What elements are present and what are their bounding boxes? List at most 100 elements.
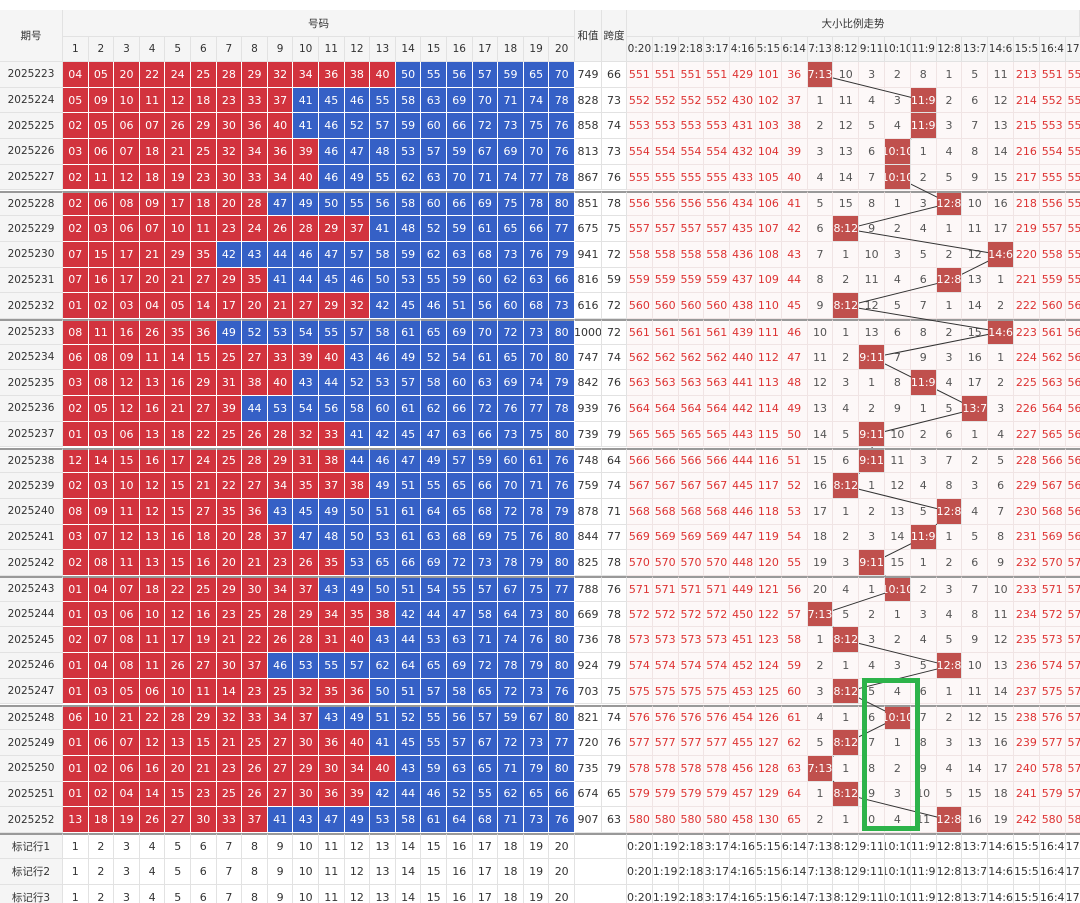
ratio-hit: 11:9: [910, 113, 937, 140]
number-cell: 42: [370, 781, 396, 808]
number-cell: 49: [395, 344, 422, 371]
number-column-header: 10: [293, 37, 319, 62]
number-cell: 74: [498, 164, 524, 191]
miss-count: 556: [1039, 190, 1066, 217]
miss-count: 566: [1065, 447, 1080, 474]
miss-count: 558: [704, 241, 731, 268]
miss-count: 570: [627, 550, 653, 576]
number-cell: 04: [88, 576, 115, 602]
miss-count: 552: [652, 87, 679, 114]
footer-number: 9: [267, 859, 294, 885]
number-cell: 76: [549, 473, 575, 499]
span-cell: 73: [602, 87, 627, 114]
miss-count: 121: [756, 576, 782, 602]
span-cell: 76: [602, 396, 627, 422]
miss-count: 565: [704, 421, 731, 448]
miss-count: 551: [627, 62, 653, 88]
footer-ratio: 4:16: [730, 833, 756, 859]
miss-count: 59: [781, 653, 808, 679]
footer-ratio: 11:9: [910, 859, 937, 885]
number-column-header: 3: [114, 37, 140, 62]
number-cell: 12: [139, 473, 166, 499]
span-cell: 72: [602, 241, 627, 268]
number-cell: 77: [523, 396, 550, 422]
number-cell: 16: [165, 370, 191, 397]
miss-count: 5: [910, 653, 937, 679]
sum-cell: 788: [575, 576, 602, 602]
footer-ratio: 17:3: [1065, 833, 1080, 859]
span-cell: 74: [602, 704, 627, 731]
footer-ratio: 12:8: [937, 885, 963, 903]
footer-ratio: 6:14: [781, 859, 808, 885]
number-cell: 75: [523, 576, 550, 602]
number-cell: 27: [191, 653, 217, 679]
miss-count: 6: [859, 139, 885, 165]
miss-count: 579: [1039, 781, 1066, 808]
ratio-hit: 12:8: [936, 190, 963, 217]
miss-count: 10: [833, 62, 860, 88]
number-cell: 56: [472, 293, 499, 319]
sum-cell: 844: [575, 524, 602, 551]
number-cell: 34: [293, 62, 319, 88]
number-cell: 02: [88, 755, 115, 782]
number-cell: 35: [191, 241, 217, 268]
miss-count: 1: [988, 344, 1014, 371]
number-cell: 46: [319, 139, 345, 165]
number-cell: 22: [216, 473, 243, 499]
number-cell: 15: [165, 473, 191, 499]
miss-count: 9: [885, 396, 911, 422]
miss-count: 19: [807, 550, 834, 576]
number-cell: 46: [370, 447, 396, 474]
miss-count: 3: [936, 113, 963, 140]
miss-count: 3: [885, 653, 911, 679]
miss-count: 568: [1039, 498, 1066, 525]
number-cell: 60: [421, 113, 447, 140]
number-cell: 27: [293, 293, 319, 319]
miss-count: 563: [678, 370, 705, 397]
number-cell: 12: [63, 447, 89, 474]
footer-number: 15: [421, 885, 447, 903]
miss-count: 114: [756, 396, 782, 422]
miss-count: 4: [936, 370, 963, 397]
issue-cell: 2025246: [0, 653, 63, 679]
number-cell: 39: [293, 344, 319, 371]
miss-count: 10: [962, 653, 989, 679]
miss-count: 575: [652, 678, 679, 705]
number-cell: 44: [421, 601, 447, 628]
miss-count: 115: [756, 421, 782, 448]
footer-ratio: 0:20: [627, 885, 653, 903]
miss-count: 1: [936, 524, 963, 551]
miss-count: 576: [1039, 704, 1066, 731]
ratio-hit: 14:6: [988, 241, 1014, 268]
number-cell: 38: [344, 62, 371, 88]
number-cell: 71: [498, 755, 524, 782]
number-cell: 43: [395, 755, 422, 782]
miss-count: 561: [627, 319, 653, 345]
number-cell: 59: [447, 267, 473, 294]
number-cell: 28: [293, 216, 319, 242]
number-cell: 69: [472, 524, 499, 551]
number-cell: 69: [447, 653, 473, 679]
ratio-hit: 8:12: [833, 293, 860, 319]
ratio-hit: 13:7: [962, 396, 989, 422]
number-cell: 10: [114, 87, 140, 114]
miss-count: 570: [652, 550, 679, 576]
footer-ratio: 16:4: [1039, 833, 1066, 859]
ratio-column-header: 0:20: [627, 37, 653, 62]
ratio-hit: 11:9: [910, 524, 937, 551]
number-cell: 75: [523, 421, 550, 448]
miss-count: 11: [859, 267, 885, 294]
number-cell: 19: [165, 164, 191, 191]
sum-cell: 941: [575, 241, 602, 268]
footer-ratio: 17:3: [1066, 885, 1080, 903]
ratio-column-header: 4:16: [730, 37, 756, 62]
footer-number: 1: [63, 859, 89, 885]
number-cell: 25: [216, 781, 243, 808]
number-cell: 10: [88, 704, 115, 731]
number-cell: 35: [293, 473, 319, 499]
footer-ratio: 13:7: [962, 885, 989, 903]
miss-count: 129: [756, 781, 782, 808]
miss-count: 572: [678, 601, 705, 628]
issue-cell: 2025231: [0, 267, 63, 294]
footer-label: 标记行1: [0, 833, 63, 859]
